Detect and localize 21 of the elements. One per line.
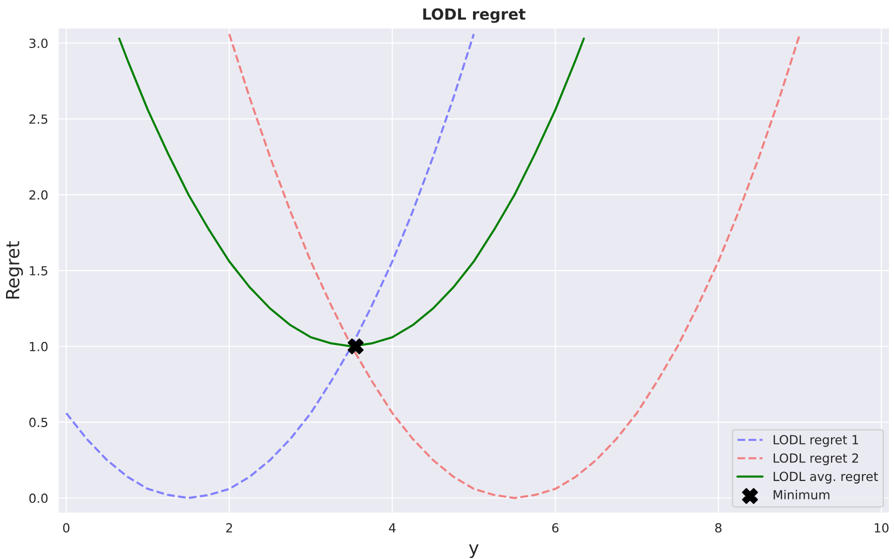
x-tick-label: 4: [388, 523, 396, 532]
y-tick-label: 1.5: [30, 266, 48, 276]
y-tick-label: 2.0: [29, 190, 48, 200]
legend-label: LODL regret 2: [774, 453, 858, 466]
y-tick-label: 2.5: [29, 114, 48, 124]
y-axis-title: Regret: [6, 241, 23, 299]
x-tick-label: 2: [226, 523, 232, 532]
y-tick-label: 1.0: [30, 342, 48, 352]
x-tick-label: 10: [874, 523, 888, 533]
y-tick-label: 0.5: [29, 418, 48, 428]
x-tick-label: 0: [63, 523, 70, 533]
x-tick-label: 6: [552, 523, 559, 533]
line-series: [65, 32, 475, 500]
legend-label: LODL regret 1: [774, 434, 858, 447]
chart-title: LODL regret: [423, 8, 526, 23]
legend-label: Minimum: [774, 490, 830, 500]
x-axis-title: y: [469, 544, 479, 558]
x-tick-label: 8: [715, 523, 722, 533]
legend-label: LODL avg. regret: [774, 472, 878, 484]
y-tick-label: 0.0: [29, 493, 48, 503]
y-tick-label: 3.0: [29, 38, 48, 48]
